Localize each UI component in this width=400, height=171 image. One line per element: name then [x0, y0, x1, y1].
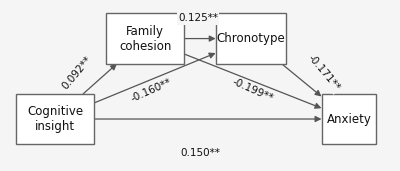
FancyBboxPatch shape [322, 94, 376, 144]
Text: 0.092**: 0.092** [60, 54, 93, 91]
Text: -0.160**: -0.160** [129, 77, 173, 104]
Text: 0.125**: 0.125** [178, 14, 218, 23]
Text: Family
cohesion: Family cohesion [119, 25, 171, 52]
Text: Chronotype: Chronotype [216, 32, 285, 45]
FancyBboxPatch shape [106, 14, 184, 64]
Text: Anxiety: Anxiety [326, 113, 371, 126]
Text: Cognitive
insight: Cognitive insight [27, 105, 83, 133]
FancyBboxPatch shape [216, 14, 286, 64]
FancyBboxPatch shape [16, 94, 94, 144]
Text: -0.171**: -0.171** [306, 53, 341, 93]
Text: -0.199**: -0.199** [231, 77, 275, 104]
Text: 0.150**: 0.150** [180, 148, 220, 157]
